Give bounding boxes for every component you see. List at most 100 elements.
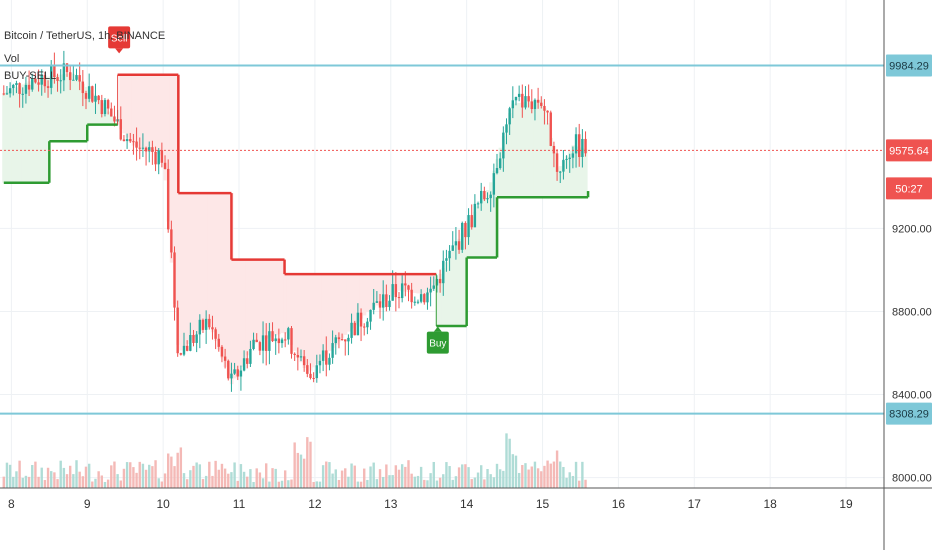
price-badge-low[interactable]: 8308.29 — [889, 409, 929, 421]
fill-slice — [460, 233, 465, 327]
volume-bar — [328, 462, 331, 488]
price-badge-low-bg[interactable] — [886, 402, 932, 425]
fill-slice — [324, 274, 329, 355]
fill-slice — [11, 88, 16, 183]
candle-body — [328, 357, 331, 365]
last-price-badge-bg[interactable] — [886, 139, 932, 162]
candle-body — [489, 194, 492, 199]
candle-body — [141, 147, 145, 149]
fill-slice — [30, 79, 35, 183]
horizontal-levels[interactable] — [0, 64, 884, 415]
volume-bar — [432, 461, 435, 488]
volume-bar — [470, 479, 473, 488]
candle-body — [62, 63, 66, 81]
candle-body — [344, 339, 347, 342]
candle-body — [404, 283, 407, 286]
candle-body — [18, 83, 21, 94]
candle-body — [290, 328, 293, 354]
price-tick-label: 8800.00 — [892, 306, 932, 318]
signal-markers[interactable]: Sell Buy — [108, 26, 449, 354]
candle-body — [239, 370, 243, 377]
time-tick-label: 10 — [156, 497, 170, 511]
volume-bar — [239, 464, 243, 488]
fill-slice — [583, 149, 588, 198]
countdown-badge-bg[interactable] — [886, 177, 932, 200]
symbol-title[interactable]: Bitcoin / TetherUS, 1h, BINANCE — [4, 30, 166, 42]
volume-indicator-label[interactable]: Vol — [4, 53, 20, 65]
volume-bar — [340, 470, 344, 488]
candle-body — [340, 339, 344, 341]
fill-slice — [375, 274, 379, 306]
volume-bar — [258, 472, 262, 488]
candle-body — [331, 343, 334, 358]
volume-bar — [527, 469, 530, 488]
volume-bar — [271, 468, 274, 488]
volume-bar — [87, 463, 91, 488]
fill-slice — [533, 100, 538, 198]
time-tick-label: 11 — [233, 497, 246, 511]
candle-body — [454, 241, 458, 246]
volume-bar — [543, 465, 546, 488]
volume-bar — [78, 471, 81, 488]
volume-bar — [154, 460, 157, 488]
candle-body — [135, 141, 138, 148]
candle-body — [568, 157, 571, 159]
buy-signal-pointer — [433, 326, 442, 332]
volume-bar — [217, 469, 220, 488]
candle-body — [277, 338, 281, 344]
last-price-badge[interactable]: 9575.64 — [889, 145, 929, 157]
price-badge-high-bg[interactable] — [886, 54, 932, 77]
fill-slice — [210, 193, 215, 333]
fill-slice — [131, 74, 136, 146]
fill-slice — [331, 274, 335, 348]
candle-body — [185, 345, 189, 351]
volume-bar — [464, 464, 467, 488]
buy-sell-indicator-label[interactable]: BUY-SELL — [4, 70, 57, 82]
volume-bar — [106, 479, 110, 488]
candle-body — [350, 322, 353, 338]
fill-slice — [109, 115, 114, 125]
candle-body — [201, 319, 205, 330]
volume-bar — [75, 460, 78, 488]
candle-body — [498, 158, 502, 169]
fill-slice — [160, 74, 164, 156]
candle-body — [432, 285, 435, 289]
sell-signal-label[interactable]: Sell — [111, 33, 128, 44]
candle-body — [546, 110, 549, 113]
fill-slice — [267, 259, 272, 338]
candle-body — [68, 72, 72, 81]
buy-signal-bg[interactable] — [426, 331, 449, 354]
fill-slice — [147, 74, 152, 151]
volume-bar — [486, 468, 489, 488]
volume-bar — [388, 475, 391, 488]
fill-slice — [530, 101, 534, 198]
volume-bar — [546, 460, 549, 488]
fill-slice — [24, 82, 29, 183]
fill-slice — [492, 170, 496, 258]
fill-slice — [368, 274, 373, 310]
volume-bar — [252, 481, 255, 488]
candle-body — [533, 99, 537, 110]
candle-body — [527, 96, 530, 102]
candle-body — [211, 327, 214, 330]
price-badge-high[interactable]: 9984.29 — [889, 61, 929, 73]
candle-body — [321, 350, 325, 361]
countdown-badge[interactable]: 50:27 — [895, 183, 923, 195]
fill-slice — [539, 99, 544, 198]
fill-slice — [349, 274, 354, 329]
candle-body — [397, 297, 401, 299]
candle-body — [457, 241, 461, 250]
candle-body — [334, 337, 337, 344]
buy-signal-label[interactable]: Buy — [429, 339, 446, 350]
fill-slice — [144, 74, 149, 150]
candle-body — [347, 337, 350, 342]
sell-signal-bg[interactable] — [108, 26, 131, 49]
candle-body — [65, 63, 69, 73]
fill-slice — [36, 78, 41, 183]
volume-bar — [173, 466, 176, 488]
candle-body — [274, 338, 277, 342]
volume-bar — [293, 442, 296, 488]
fill-slice — [33, 78, 38, 183]
volume-bar — [517, 472, 521, 488]
